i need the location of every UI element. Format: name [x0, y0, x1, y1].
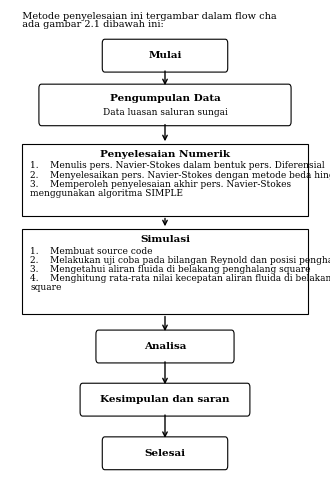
Text: menggunakan algoritma SIMPLE: menggunakan algoritma SIMPLE	[30, 189, 183, 198]
FancyBboxPatch shape	[80, 383, 250, 416]
Text: 1.    Membuat source code: 1. Membuat source code	[30, 246, 153, 256]
Text: Metode penyelesaian ini tergambar dalam flow cha: Metode penyelesaian ini tergambar dalam …	[16, 12, 277, 21]
Text: 2.    Melakukan uji coba pada bilangan Reynold dan posisi penghalang square: 2. Melakukan uji coba pada bilangan Reyn…	[30, 256, 330, 265]
Text: Selesai: Selesai	[145, 449, 185, 458]
Text: 2.    Menyelesaikan pers. Navier-Stokes dengan metode beda hingga: 2. Menyelesaikan pers. Navier-Stokes den…	[30, 171, 330, 179]
FancyBboxPatch shape	[96, 330, 234, 363]
Bar	[22, 144, 308, 215]
Text: square: square	[30, 283, 62, 292]
Text: Pengumpulan Data: Pengumpulan Data	[110, 94, 220, 104]
FancyBboxPatch shape	[39, 84, 291, 126]
Text: ada gambar 2.1 dibawah ini:: ada gambar 2.1 dibawah ini:	[16, 20, 164, 30]
Text: Data luasan saluran sungai: Data luasan saluran sungai	[103, 108, 227, 117]
Text: 1.    Menulis pers. Navier-Stokes dalam bentuk pers. Diferensial: 1. Menulis pers. Navier-Stokes dalam ben…	[30, 162, 325, 171]
Text: Simulasi: Simulasi	[140, 235, 190, 244]
Text: Analisa: Analisa	[144, 342, 186, 351]
Text: 4.    Menghitung rata-rata nilai kecepatan aliran fluida di belakang penghalang: 4. Menghitung rata-rata nilai kecepatan …	[30, 274, 330, 283]
Text: Kesimpulan dan saran: Kesimpulan dan saran	[100, 395, 230, 404]
FancyBboxPatch shape	[102, 437, 228, 470]
Text: Mulai: Mulai	[148, 51, 182, 60]
Bar	[22, 229, 308, 314]
Text: 3.    Memperoleh penyelesaian akhir pers. Navier-Stokes: 3. Memperoleh penyelesaian akhir pers. N…	[30, 180, 291, 189]
FancyBboxPatch shape	[102, 39, 228, 72]
Text: Penyelesaian Numerik: Penyelesaian Numerik	[100, 150, 230, 159]
Text: 3.    Mengetahui aliran fluida di belakang penghalang square: 3. Mengetahui aliran fluida di belakang …	[30, 265, 311, 274]
